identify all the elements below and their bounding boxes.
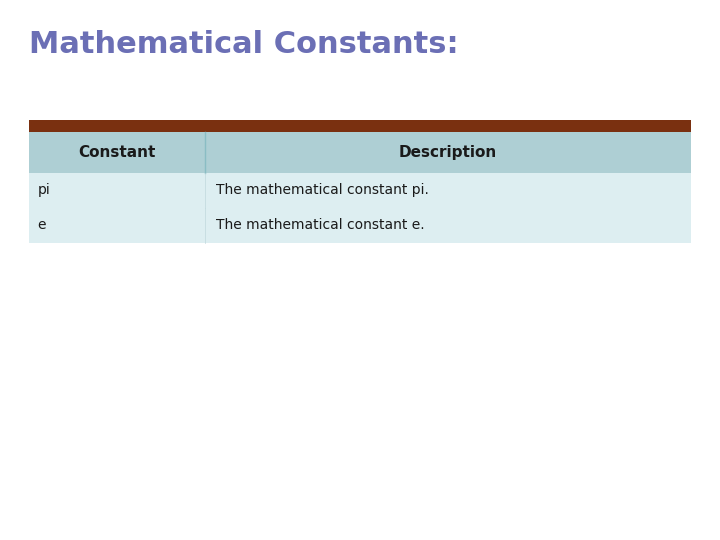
Text: pi: pi: [37, 184, 50, 197]
Text: e: e: [37, 219, 46, 232]
Text: Description: Description: [399, 145, 498, 160]
Text: The mathematical constant e.: The mathematical constant e.: [216, 219, 425, 232]
Text: Constant: Constant: [78, 145, 156, 160]
Bar: [29, 208, 691, 243]
Bar: [29, 173, 691, 208]
Text: Mathematical Constants:: Mathematical Constants:: [29, 30, 459, 59]
Bar: [29, 120, 691, 132]
Bar: [29, 132, 691, 173]
Text: The mathematical constant pi.: The mathematical constant pi.: [216, 184, 429, 197]
